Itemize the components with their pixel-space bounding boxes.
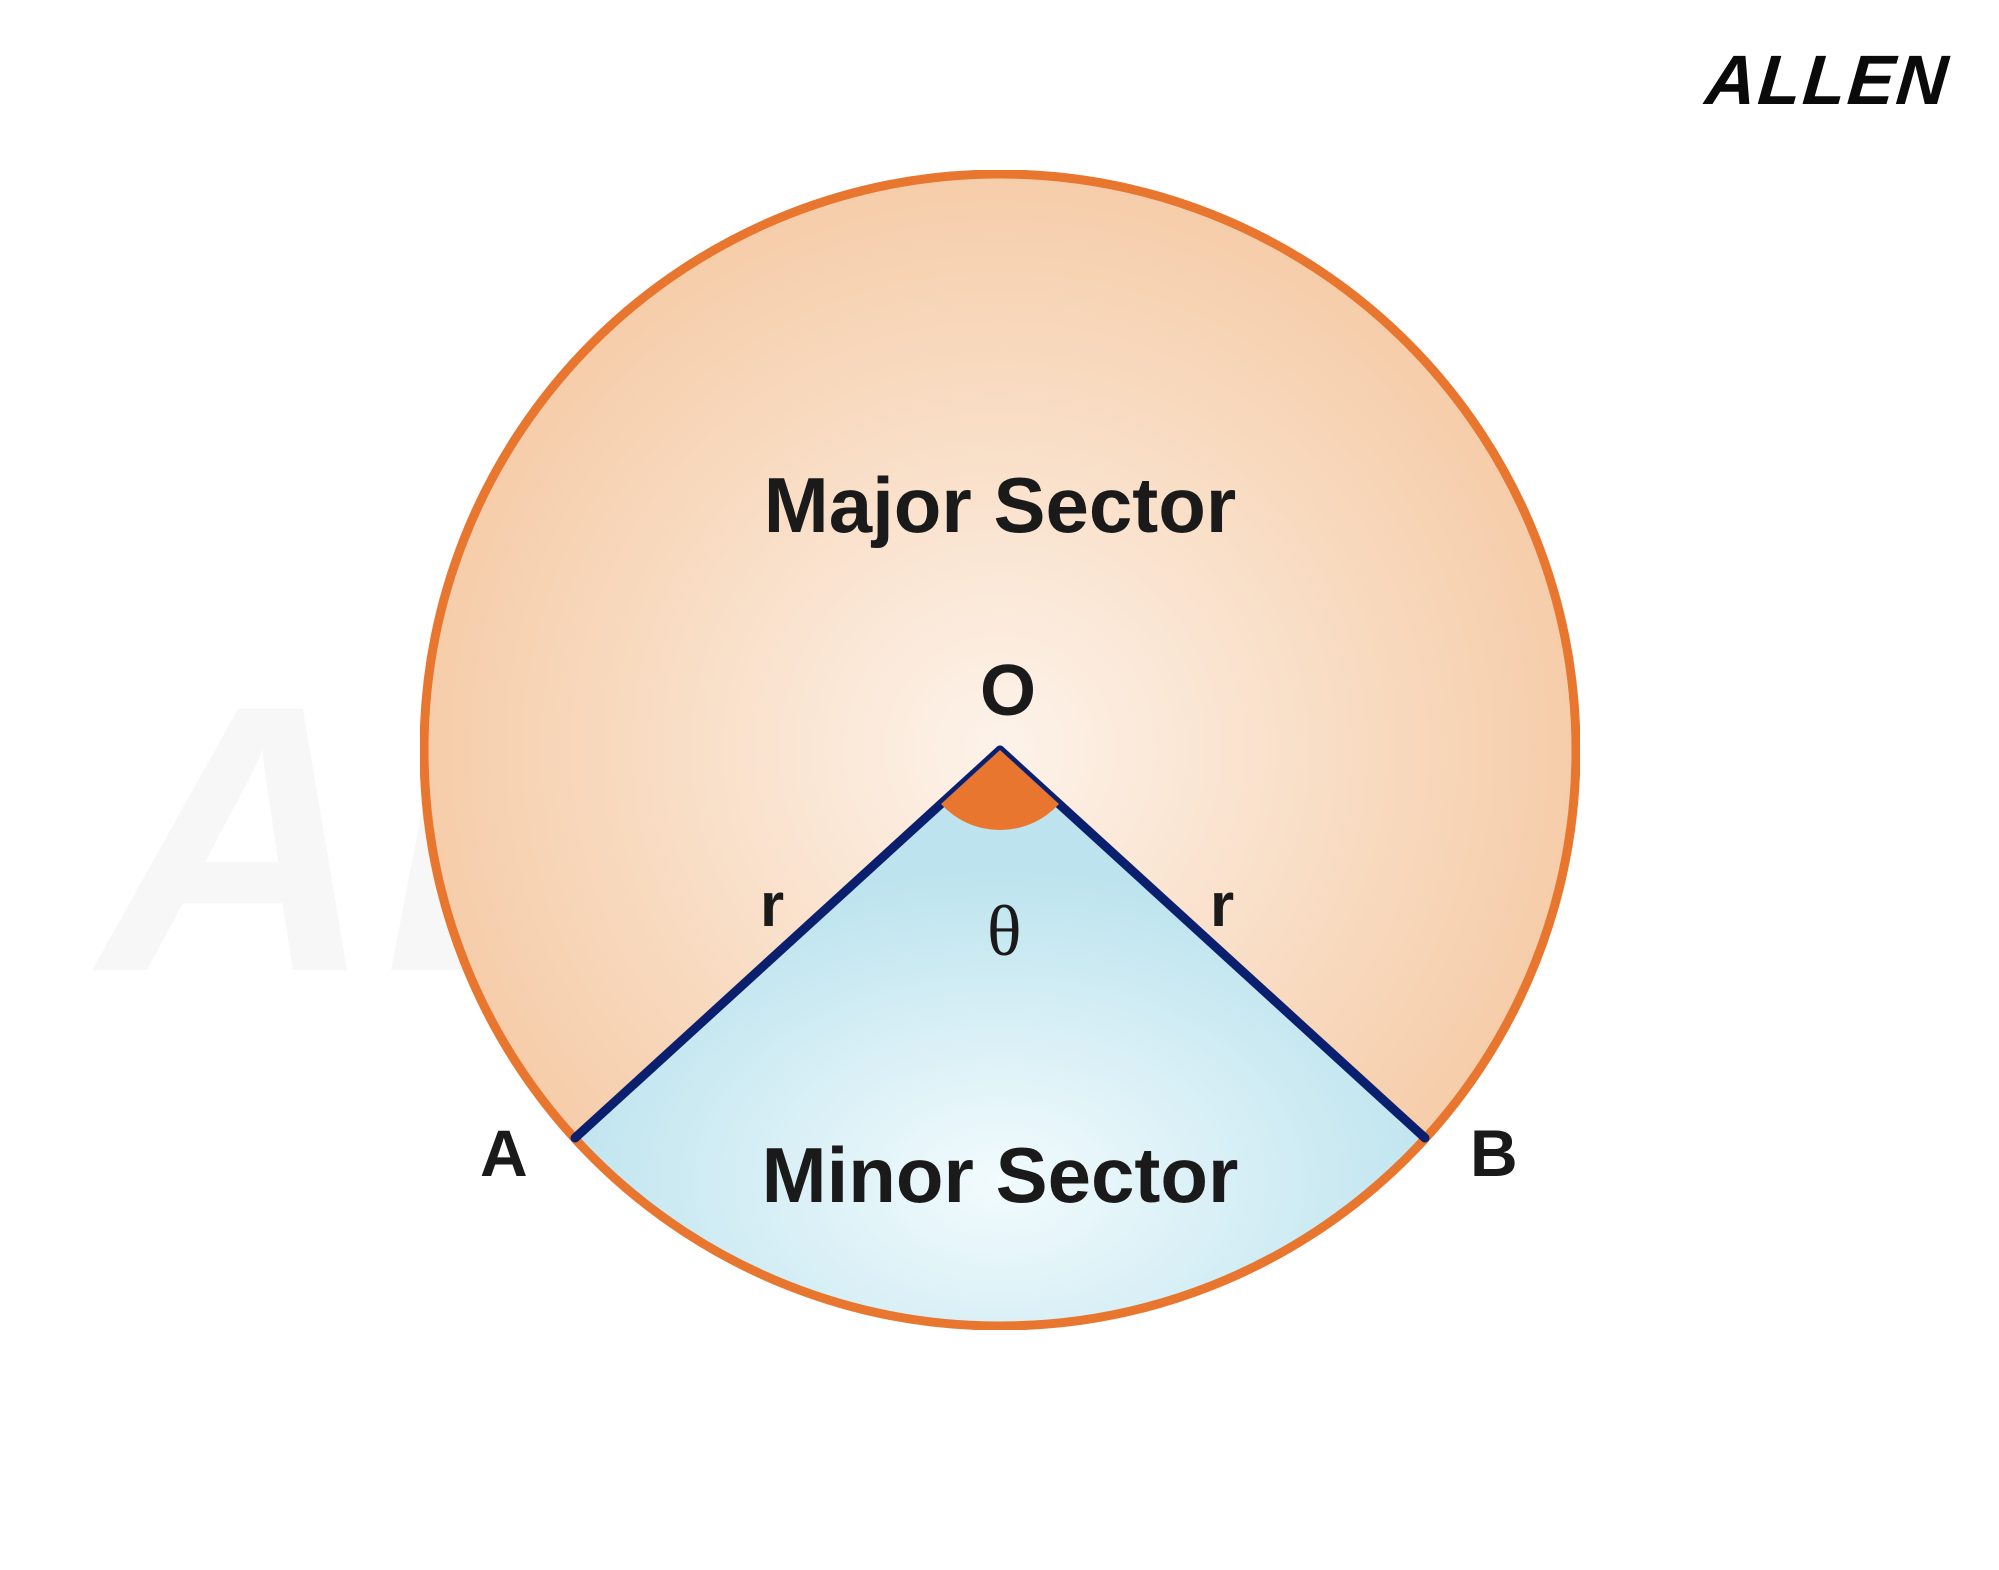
radius-label-right: r [1210, 870, 1234, 941]
minor-sector-label: Minor Sector [420, 1130, 1580, 1221]
radius-label-left: r [760, 870, 784, 941]
point-a-label: A [480, 1115, 528, 1191]
center-label: O [980, 650, 1036, 732]
point-b-label: B [1470, 1115, 1518, 1191]
brand-logo: ALLEN [1702, 40, 1952, 120]
angle-label: θ [987, 890, 1022, 973]
sector-diagram: Major Sector Minor Sector O θ r r A B [420, 170, 1580, 1330]
major-sector-label: Major Sector [420, 460, 1580, 551]
